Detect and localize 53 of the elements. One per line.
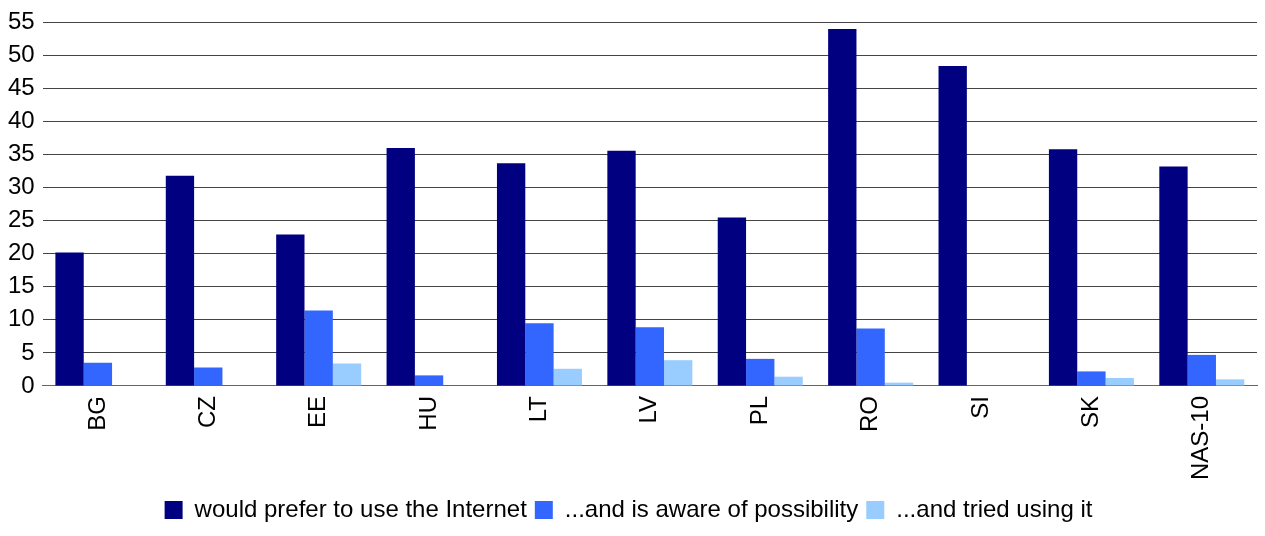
x-tick-label: NAS-10	[1186, 395, 1214, 481]
bar	[774, 376, 803, 386]
bar	[1159, 166, 1188, 386]
y-tick-label: 45	[7, 73, 35, 101]
legend-label: ...and is aware of possibility	[564, 494, 859, 522]
y-tick-label: 15	[7, 271, 35, 299]
bar	[1215, 379, 1245, 386]
x-tick-label: HU	[413, 395, 441, 431]
bar	[332, 363, 362, 386]
x-tick-label: CZ	[192, 395, 220, 428]
bar	[525, 323, 554, 386]
y-tick-label: 5	[21, 337, 35, 365]
bar	[1105, 378, 1134, 386]
x-tick-label: LV	[634, 395, 662, 424]
bar	[635, 327, 665, 386]
legend-label: ...and tried using it	[896, 494, 1093, 522]
bar	[304, 310, 333, 386]
x-tick-label: PL	[744, 395, 772, 426]
bar	[856, 328, 885, 386]
y-tick-label: 55	[7, 7, 35, 35]
y-tick-label: 25	[7, 205, 35, 233]
y-tick-label: 10	[7, 304, 35, 332]
y-tick-label: 35	[7, 139, 35, 167]
legend-label: would prefer to use the Internet	[193, 494, 528, 522]
x-tick-label: EE	[303, 395, 331, 428]
y-tick-label: 0	[21, 370, 35, 398]
y-tick-label: 20	[7, 238, 35, 266]
x-tick-label: SK	[1076, 395, 1104, 428]
y-tick-label: 50	[7, 40, 35, 68]
bar	[746, 358, 775, 386]
bar	[55, 252, 84, 386]
x-tick-label: LT	[524, 395, 552, 423]
y-tick-label: 30	[7, 172, 35, 200]
bar	[414, 375, 444, 386]
bar	[194, 367, 223, 386]
bar	[386, 148, 415, 386]
y-tick-label: 40	[7, 106, 35, 134]
bar	[553, 368, 582, 386]
bar	[1048, 149, 1078, 386]
bar	[165, 175, 195, 386]
bar	[83, 362, 113, 386]
x-tick-label: RO	[855, 395, 883, 432]
bar	[607, 150, 636, 386]
bar	[938, 66, 967, 386]
bar	[276, 234, 305, 386]
bar	[828, 29, 857, 386]
bar	[1187, 354, 1216, 386]
bar	[664, 360, 693, 386]
bar	[496, 163, 526, 386]
bar	[717, 217, 747, 386]
x-tick-label: SI	[965, 395, 993, 419]
x-tick-label: BG	[82, 395, 110, 431]
bar	[1077, 371, 1106, 386]
